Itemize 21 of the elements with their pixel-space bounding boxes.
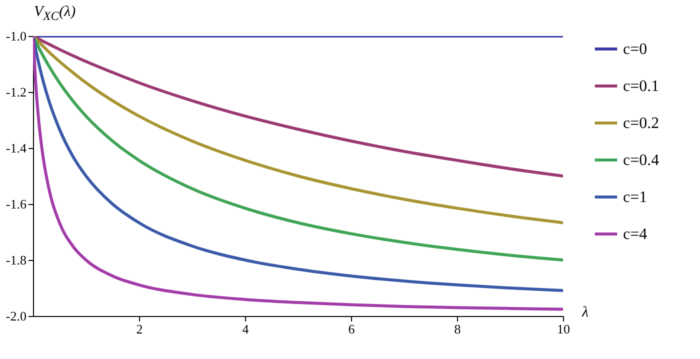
line-series (33, 36, 563, 178)
y-axis-title: V$_{XC}$(λ) (34, 4, 76, 24)
legend-label: c=1 (623, 189, 648, 206)
y-tick-label: -1.0 (6, 28, 26, 44)
x-axis-title: λ (581, 304, 589, 320)
y-tick-label: -2.0 (6, 308, 26, 324)
y-tick-label: -1.2 (6, 84, 26, 100)
line-series (33, 36, 563, 224)
y-tick-label: -1.8 (6, 252, 26, 268)
x-tick-label: 4 (242, 322, 250, 336)
legend-label: c=0.4 (623, 152, 660, 169)
x-tick-label: 8 (454, 322, 461, 336)
legend-label: c=4 (623, 226, 648, 243)
y-tick-label: -1.6 (6, 196, 27, 212)
x-tick-label: 2 (136, 322, 143, 336)
x-tick-label: 6 (348, 322, 356, 336)
legend-label: c=0.2 (623, 115, 660, 132)
legend-label: c=0 (623, 41, 648, 58)
legend-label: c=0.1 (623, 78, 660, 95)
y-tick-label: -1.4 (6, 140, 27, 156)
x-tick-label: 10 (557, 322, 570, 336)
